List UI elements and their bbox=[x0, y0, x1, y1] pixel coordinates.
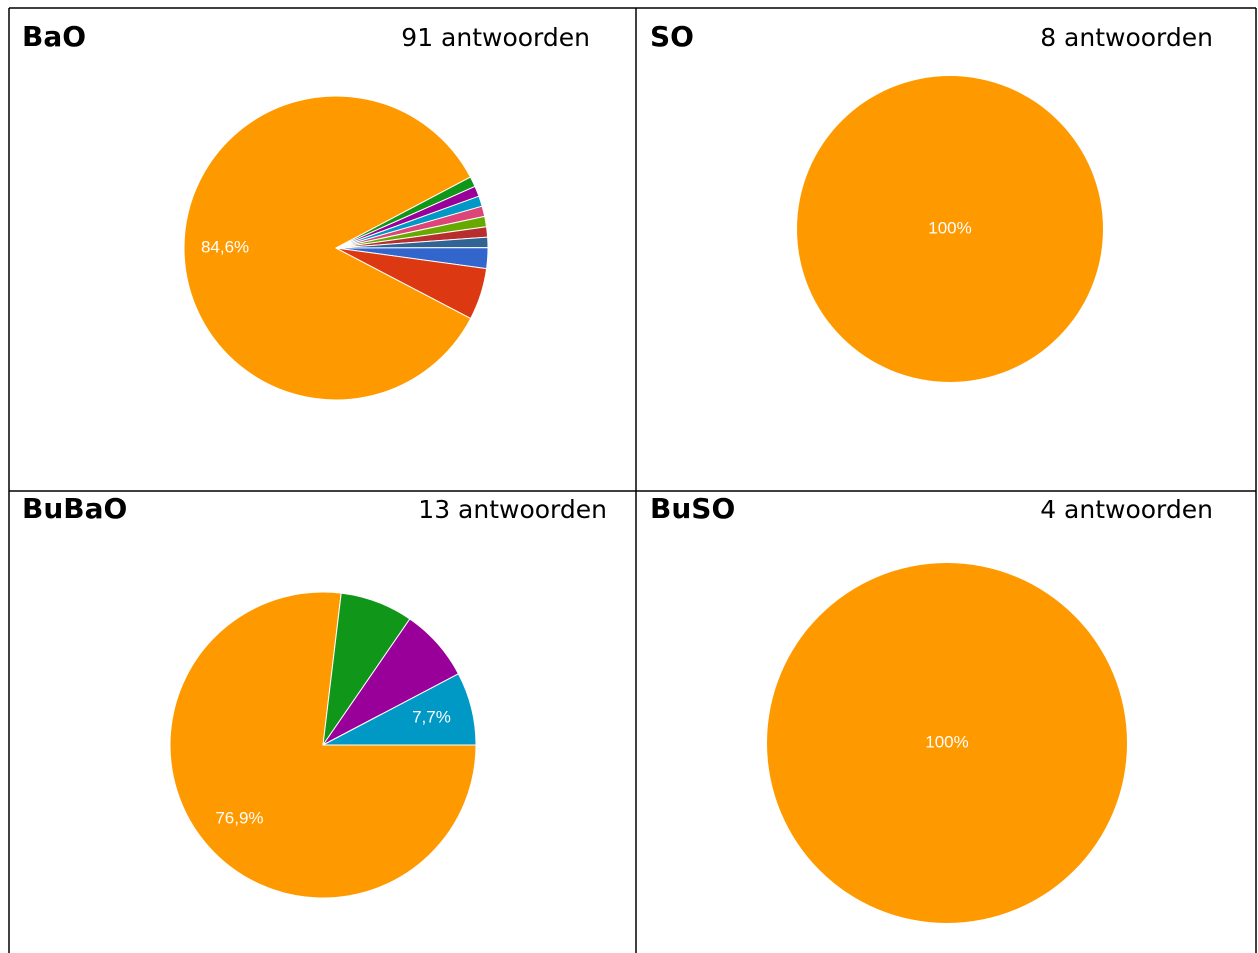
table-borders bbox=[8, 7, 1257, 953]
chart-title: SO bbox=[650, 20, 694, 53]
pie-slice bbox=[322, 673, 477, 746]
chart-subtitle: 8 antwoorden bbox=[1040, 23, 1213, 52]
pie-slice bbox=[335, 247, 488, 320]
chart-subtitle: 4 antwoorden bbox=[1040, 495, 1213, 524]
value-label: 100% bbox=[925, 732, 968, 751]
pie-slice bbox=[767, 563, 1127, 923]
value-label: 84,6% bbox=[201, 238, 249, 257]
pie: 84,6% bbox=[183, 95, 489, 401]
chart-subtitle: 91 antwoorden bbox=[401, 23, 590, 52]
value-label: 100% bbox=[928, 218, 971, 237]
chart-title: BuBaO bbox=[22, 492, 127, 525]
chart-title: BuSO bbox=[650, 492, 735, 525]
pie-slice bbox=[169, 591, 477, 899]
chart-title: BaO bbox=[22, 20, 86, 53]
value-label: 7,7% bbox=[412, 708, 451, 727]
value-label: 76,9% bbox=[215, 809, 263, 828]
pie: 100% bbox=[767, 563, 1127, 923]
chart-subtitle: 13 antwoorden bbox=[418, 495, 607, 524]
pie-slice bbox=[183, 95, 472, 401]
pie-slice bbox=[797, 76, 1103, 382]
pie: 100% bbox=[797, 76, 1103, 382]
pie: 76,9% 7,7% bbox=[169, 591, 477, 899]
